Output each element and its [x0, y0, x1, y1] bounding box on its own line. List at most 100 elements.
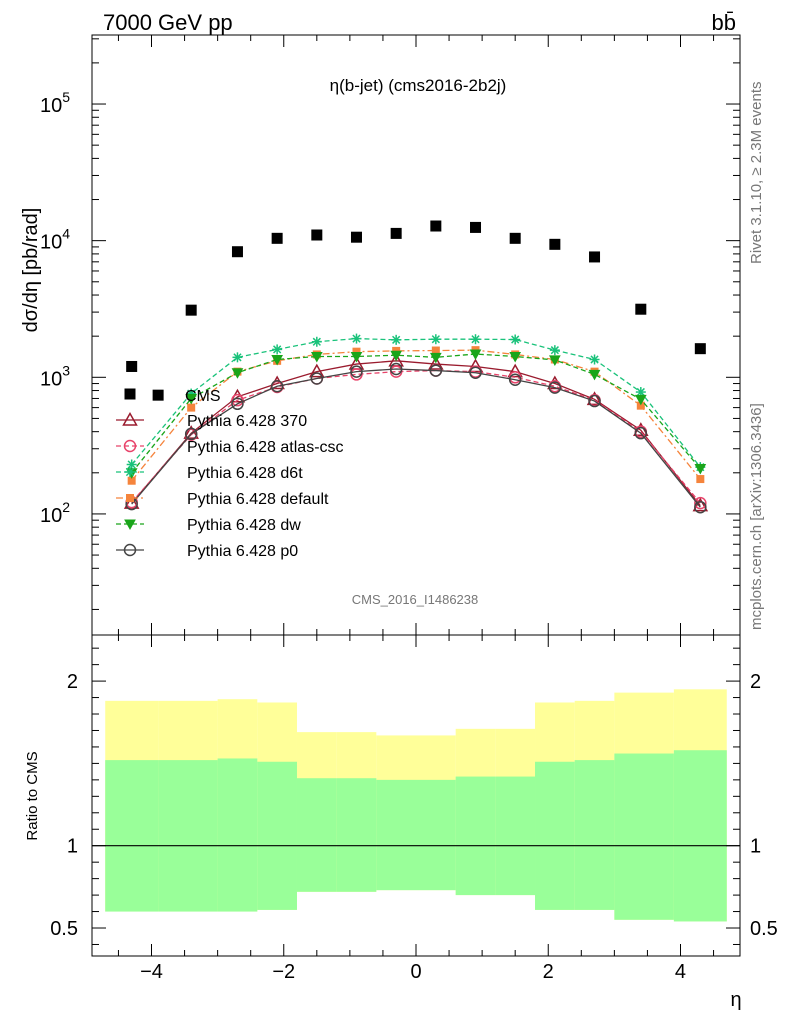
legend-entry-cms: CMS: [124, 388, 221, 405]
ratio-panel: −4 −2 0 2 4 0.5 0.5 1 1 2 2 Ratio to CMS η: [24, 634, 778, 1011]
series-marker: [634, 394, 647, 406]
cms-point: [549, 238, 561, 250]
x-tick-label: 4: [675, 961, 686, 983]
cms-point: [185, 304, 197, 316]
legend-label: Pythia 6.428 default: [187, 491, 329, 508]
plot-title: η(b-jet) (cms2016-2b2j): [330, 76, 507, 95]
series-marker: [231, 368, 244, 379]
series-marker: [231, 397, 244, 411]
series-marker: [350, 365, 363, 378]
series-line: [131, 349, 701, 482]
ratio-y-tick-label-left: 0.5: [50, 918, 78, 940]
y-tick-label: 104: [40, 226, 70, 254]
analysis-watermark: CMS_2016_I1486238: [352, 592, 479, 607]
legend-entry-3: Pythia 6.428 d6t: [116, 465, 303, 482]
series-1: [123, 352, 709, 512]
green-band-bin: [495, 776, 536, 896]
legend-marker: [124, 388, 136, 400]
legend-entry-4: Pythia 6.428 default: [116, 491, 329, 508]
series-marker: [430, 334, 441, 345]
series-marker: [187, 403, 196, 412]
main-plot-panel: η(b-jet) (cms2016-2b2j) CMS_2016_I148623…: [20, 34, 741, 647]
green-band-bin: [673, 750, 727, 922]
cms-point: [350, 231, 362, 243]
series-marker: [350, 351, 363, 363]
y-axis-label: dσ/dη [pb/rad]: [20, 208, 42, 333]
green-band-bin: [455, 776, 496, 896]
cms-point: [311, 229, 323, 241]
cms-point: [271, 232, 283, 244]
ratio-y-tick-label-left: 1: [67, 836, 78, 858]
series-marker: [588, 394, 601, 408]
series-marker: [510, 334, 521, 345]
main-axes: 102 103 104 105: [40, 34, 741, 647]
series-marker: [694, 464, 707, 475]
legend: CMS Pythia 6.428 370 Pythia 6.428 atlas-cs…: [116, 388, 344, 560]
series-marker: [232, 352, 243, 363]
legend-marker: [125, 467, 135, 477]
series-line: [131, 368, 701, 508]
legend-label: Pythia 6.428 p0: [187, 543, 298, 560]
green-band-bin: [416, 779, 456, 891]
series-6: [125, 362, 707, 514]
cms-point: [470, 221, 482, 233]
series-marker: [272, 344, 283, 355]
process-label: bb̄: [712, 10, 736, 35]
series-marker: [470, 334, 481, 345]
green-band-bin: [296, 778, 337, 892]
series-marker: [391, 334, 402, 345]
ratio-y-tick-label-left: 2: [67, 671, 78, 693]
series-marker: [309, 363, 325, 378]
series-marker: [549, 355, 561, 366]
series-line: [131, 360, 701, 507]
series-marker: [549, 345, 560, 356]
legend-marker: [124, 519, 136, 531]
y-tick-label: 103: [40, 362, 70, 390]
green-band-bin: [376, 779, 416, 891]
mcplots-label: mcplots.cern.ch [arXiv:1306.3436]: [748, 403, 765, 630]
cms-data-points: [126, 220, 706, 401]
legend-entry-2: Pythia 6.428 atlas-csc: [116, 439, 344, 456]
cms-point: [231, 246, 243, 258]
x-tick-label: 0: [410, 961, 421, 983]
legend-label: CMS: [185, 388, 221, 405]
x-axis-label: η: [730, 989, 741, 1011]
series-marker: [634, 426, 648, 440]
green-band-bin: [158, 760, 218, 912]
series-line: [131, 369, 701, 504]
green-band-bin: [336, 778, 377, 892]
cms-point: [126, 360, 138, 372]
cms-point: [152, 389, 164, 401]
cms-point: [390, 227, 402, 239]
uncertainty-bands: [105, 689, 727, 922]
series-marker: [390, 350, 403, 362]
series-marker: [429, 364, 443, 377]
series-marker: [231, 393, 244, 407]
legend-marker: [123, 543, 137, 557]
x-tick-label: −4: [140, 961, 163, 983]
legend-label: Pythia 6.428 atlas-csc: [187, 439, 344, 456]
series-marker: [508, 373, 522, 386]
series-marker: [352, 347, 361, 356]
ratio-axes: −4 −2 0 2 4 0.5 0.5 1 1 2 2: [50, 634, 778, 983]
legend-entry-5: Pythia 6.428 dw: [116, 517, 301, 534]
series-marker: [589, 354, 600, 365]
series-line: [131, 353, 701, 474]
legend-entry-1: Pythia 6.428 370: [116, 411, 307, 430]
series-marker: [389, 362, 403, 376]
series-marker: [694, 496, 707, 510]
ratio-y-tick-label-right: 0.5: [750, 918, 778, 940]
green-band-bin: [614, 753, 674, 920]
series-marker: [185, 393, 198, 405]
y-tick-label: 105: [40, 89, 70, 117]
series-marker: [467, 358, 484, 373]
series-marker: [696, 475, 705, 484]
series-marker: [429, 352, 442, 364]
series-marker: [635, 387, 646, 398]
cms-point: [589, 251, 601, 263]
cms-point: [635, 303, 647, 315]
ratio-y-tick-label-right: 2: [750, 671, 761, 693]
series-marker: [431, 346, 440, 355]
ratio-y-tick-label-right: 1: [750, 836, 761, 858]
